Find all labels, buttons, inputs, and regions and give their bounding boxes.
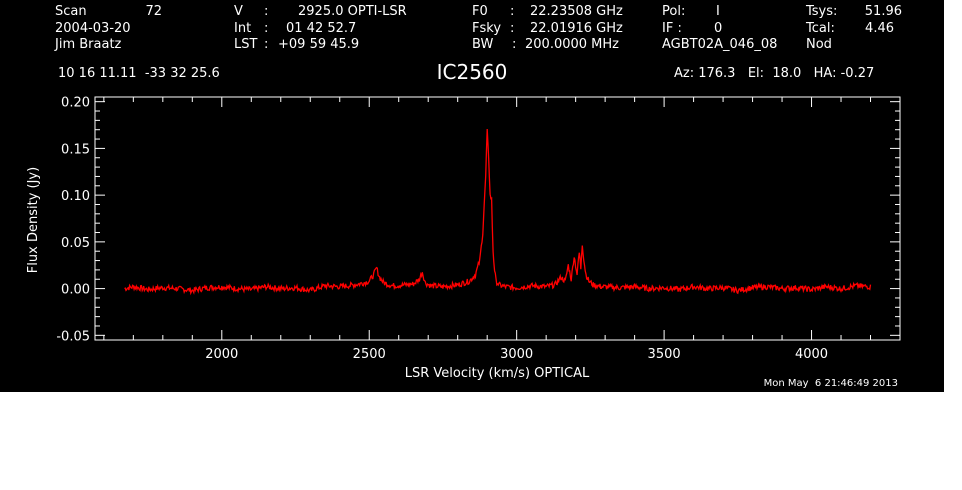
y-tick-label: 0.00 [61, 283, 90, 298]
spectrum-chart: 2000 2500 3000 3500 4000 -0.05 0.00 0.05 0.10 0.1… [26, 96, 901, 381]
y-tick-label: 0.15 [61, 142, 90, 157]
int-value: 01 42 52.7 [286, 21, 357, 36]
f0-label: F0 [472, 4, 488, 19]
velocity-value: 2925.0 OPTI-LSR [298, 4, 407, 19]
project-id: AGBT02A_046_08 [662, 37, 778, 52]
scan-value: 72 [145, 4, 162, 19]
timestamp: Mon May 6 21:46:49 2013 [763, 378, 898, 389]
lst-value: +09 59 45.9 [278, 37, 360, 52]
y-tick-label: 0.20 [61, 96, 90, 111]
tcal-value: 4.46 [865, 21, 894, 36]
bw-label: BW [472, 37, 494, 52]
y-tick-label: 0.10 [61, 189, 90, 204]
y-tick-label: 0.05 [61, 236, 90, 251]
chart-title: IC2560 [436, 60, 508, 84]
y-axis-title: Flux Density (Jy) [26, 167, 41, 273]
if-value: 0 [714, 21, 723, 36]
fsky-value: 22.01916 GHz [530, 21, 623, 36]
x-tick-label: 2500 [353, 347, 386, 362]
pol-value: I [716, 4, 720, 19]
x-tick-label: 3500 [648, 347, 681, 362]
pol-label: Pol: [662, 4, 686, 19]
tsys-value: 51.96 [864, 4, 902, 19]
pointing-info: Az: 176.3 El: 18.0 HA: -0.27 [674, 66, 875, 81]
lst-label: LST [234, 37, 258, 52]
observer-name: Jim Braatz [55, 37, 122, 52]
plot-panel: Scan 72 2004-03-20 Jim Braatz V : 2925.0… [0, 0, 944, 392]
x-tick-label: 3000 [500, 347, 533, 362]
f0-value: 22.23508 GHz [530, 4, 623, 19]
observation-date: 2004-03-20 [55, 21, 131, 36]
int-label: Int [234, 21, 252, 36]
y-tick-label: -0.05 [56, 329, 90, 344]
x-axis-title: LSR Velocity (km/s) OPTICAL [405, 366, 590, 381]
scan-label: Scan [55, 4, 87, 19]
bw-value: 200.0000 MHz [525, 37, 619, 52]
source-coordinates: 10 16 11.11 -33 32 25.6 [58, 66, 220, 81]
spectrum-line [124, 128, 872, 296]
tsys-label: Tsys: [806, 4, 838, 19]
x-tick-label: 2000 [205, 347, 238, 362]
if-label: IF : [662, 21, 682, 36]
procedure-name: Nod [806, 37, 832, 52]
plot-frame [94, 96, 901, 341]
x-tick-label: 4000 [795, 347, 828, 362]
tcal-label: Tcal: [806, 21, 835, 36]
velocity-label: V [234, 4, 243, 19]
fsky-label: Fsky [472, 21, 502, 36]
